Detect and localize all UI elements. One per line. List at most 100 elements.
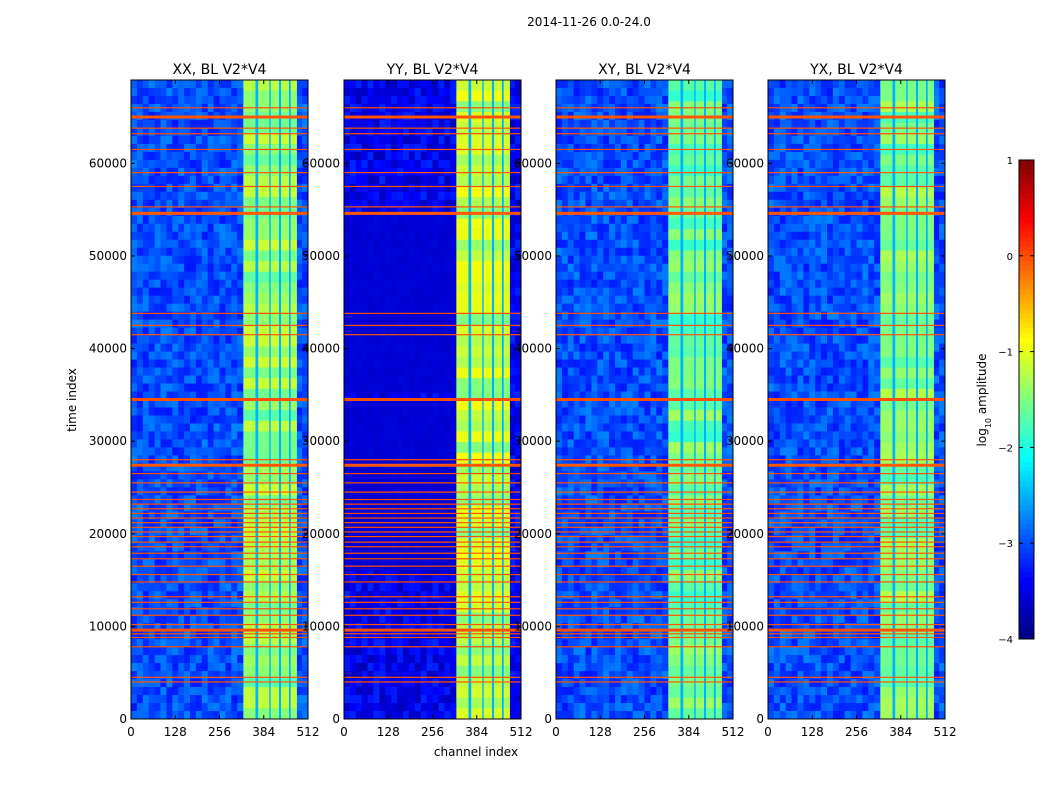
heatmap-cell [160, 343, 167, 352]
heatmap-cell [349, 183, 357, 193]
heatmap-cell [207, 663, 214, 672]
heatmap-cell [450, 591, 457, 600]
heatmap-cell [166, 335, 173, 344]
heatmap-cell [172, 535, 179, 544]
heatmap-cell [231, 639, 238, 648]
heatmap-cell [136, 623, 144, 632]
heatmap-cell [166, 407, 173, 416]
heatmap-cell [237, 631, 244, 640]
heatmap-cell [237, 215, 244, 225]
heatmap-cell [154, 503, 161, 512]
heatmap-cell [397, 615, 404, 624]
heatmap-cell [385, 567, 392, 576]
heatmap-cell [184, 359, 191, 368]
heatmap-cell [131, 351, 138, 360]
heatmap-cell [444, 647, 451, 656]
heatmap-cell [207, 359, 214, 368]
heatmap-cell [302, 479, 308, 488]
heatmap-cell [432, 167, 439, 177]
heatmap-cell [444, 607, 451, 616]
heatmap-cell [190, 591, 197, 600]
heatmap-cell [195, 471, 203, 480]
heatmap-cell [302, 183, 308, 193]
heatmap-cell [148, 559, 155, 568]
heatmap-cell [172, 367, 179, 376]
heatmap-cell [201, 679, 208, 688]
rfi-row [131, 517, 308, 519]
heatmap-cell [160, 559, 167, 568]
heatmap-cell [148, 431, 155, 440]
heatmap-cell [136, 607, 144, 616]
heatmap-cell [136, 135, 144, 145]
heatmap-cell [195, 127, 203, 137]
heatmap-cell [213, 439, 220, 448]
heatmap-cell [450, 135, 457, 145]
heatmap-cell [213, 655, 220, 664]
heatmap-cell [166, 127, 173, 137]
heatmap-cell [136, 431, 144, 440]
rfi-row [131, 628, 308, 632]
heatmap-cell [166, 80, 173, 89]
heatmap-cell [231, 415, 238, 424]
heatmap-cell [142, 559, 149, 568]
heatmap-cell [231, 351, 238, 360]
heatmap-cell [219, 519, 226, 528]
heatmap-cell [450, 183, 457, 193]
heatmap-cell [190, 151, 197, 161]
heatmap-cell [172, 135, 179, 145]
heatmap-cell [344, 119, 351, 129]
heatmap-cell [515, 567, 521, 576]
heatmap-cell [131, 423, 138, 432]
rfi-row [131, 601, 308, 603]
y-tick-label: 60000 [89, 156, 127, 170]
heatmap-cell [219, 471, 226, 480]
heatmap-cell [172, 599, 179, 608]
heatmap-cell [131, 487, 138, 496]
heatmap-cell [154, 431, 161, 440]
heatmap-cell [367, 151, 374, 161]
heatmap-cell [160, 135, 167, 145]
heatmap-cell [373, 687, 380, 696]
heatmap-cell [184, 407, 191, 416]
heatmap-cell [420, 143, 427, 153]
heatmap-cell [420, 623, 427, 632]
heatmap-cell [142, 295, 149, 304]
heatmap-cell [385, 639, 392, 648]
heatmap-cell [391, 391, 398, 400]
heatmap-cell [178, 383, 185, 392]
heatmap-cell [142, 591, 149, 600]
heatmap-cell [136, 687, 144, 696]
heatmap-cell [213, 551, 220, 560]
heatmap-cell [219, 303, 226, 312]
heatmap-cell [231, 607, 238, 616]
panel-title: XX, BL V2*V4 [173, 62, 267, 78]
heatmap-cell [154, 271, 161, 280]
heatmap-cell [408, 167, 416, 177]
heatmap-cell [178, 463, 185, 472]
heatmap-cell [166, 471, 173, 480]
heatmap-cell [302, 679, 308, 688]
heatmap-cell [391, 615, 398, 624]
heatmap-cell [349, 711, 357, 719]
heatmap-cell [190, 639, 197, 648]
heatmap-cell [225, 143, 232, 153]
heatmap-cell [237, 423, 244, 432]
heatmap-cell [195, 703, 203, 712]
heatmap-cell [184, 535, 191, 544]
heatmap-cell [420, 119, 427, 129]
heatmap-cell [367, 95, 374, 105]
heatmap-cell [344, 199, 351, 209]
heatmap-cell [231, 679, 238, 688]
heatmap-cell [178, 255, 185, 265]
heatmap-cell [237, 80, 244, 89]
heatmap-cell [237, 175, 244, 185]
heatmap-cell [154, 343, 161, 352]
heatmap-cell [154, 567, 161, 576]
heatmap-cell [131, 375, 138, 384]
heatmap-cell [420, 615, 427, 624]
heatmap-cell [391, 687, 398, 696]
heatmap-cell [201, 647, 208, 656]
heatmap-cell [213, 191, 220, 201]
heatmap-cell [349, 175, 357, 185]
heatmap-cell [154, 80, 161, 89]
